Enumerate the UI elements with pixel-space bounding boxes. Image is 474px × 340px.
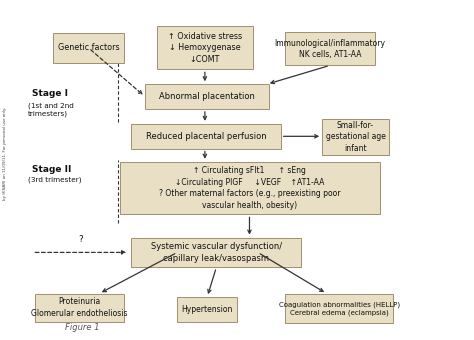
FancyBboxPatch shape [53,33,124,63]
FancyBboxPatch shape [145,84,269,109]
Text: Stage I: Stage I [32,89,68,98]
Text: Hypertension: Hypertension [182,305,233,314]
Text: Small-for-
gestational age
infant: Small-for- gestational age infant [326,121,385,153]
Text: ↑ Circulating sFlt1      ↑ sEng
↓Circulating PlGF     ↓VEGF    ↑AT1-AA
? Other m: ↑ Circulating sFlt1 ↑ sEng ↓Circulating … [159,166,340,210]
Text: Stage II: Stage II [32,165,72,174]
FancyBboxPatch shape [285,32,375,65]
Text: Genetic factors: Genetic factors [58,44,119,52]
Text: (1st and 2nd
trimesters): (1st and 2nd trimesters) [28,102,74,117]
Text: Reduced placental perfusion: Reduced placental perfusion [146,132,266,141]
Text: Abnormal placentation: Abnormal placentation [159,92,255,101]
FancyBboxPatch shape [35,294,124,322]
FancyBboxPatch shape [285,294,393,323]
Text: Annu. Rev. Pathol. Mech. Dis. 2010.5:173-192. Downloaded from www.
by HINARI on : Annu. Rev. Pathol. Mech. Dis. 2010.5:173… [0,81,7,225]
Text: Coagulation abnormalities (HELLP)
Cerebral edema (eclampsia): Coagulation abnormalities (HELLP) Cerebr… [279,301,400,316]
FancyBboxPatch shape [322,119,389,155]
FancyBboxPatch shape [156,27,253,69]
Text: Systemic vascular dysfunction/
capillary leak/vasospasm: Systemic vascular dysfunction/ capillary… [151,242,282,262]
Text: Figure 1: Figure 1 [64,323,99,332]
Text: ?: ? [78,235,83,244]
FancyBboxPatch shape [131,238,301,267]
FancyBboxPatch shape [131,124,281,149]
FancyBboxPatch shape [177,297,237,322]
Text: Proteinuria
Glomerular endotheliosis: Proteinuria Glomerular endotheliosis [31,298,128,318]
FancyBboxPatch shape [120,162,380,215]
Text: (3rd trimester): (3rd trimester) [28,176,82,183]
Text: ↑ Oxidative stress
↓ Hemoxygenase
↓COMT: ↑ Oxidative stress ↓ Hemoxygenase ↓COMT [168,32,242,64]
Text: Immunological/inflammatory
NK cells, AT1-AA: Immunological/inflammatory NK cells, AT1… [274,39,386,59]
